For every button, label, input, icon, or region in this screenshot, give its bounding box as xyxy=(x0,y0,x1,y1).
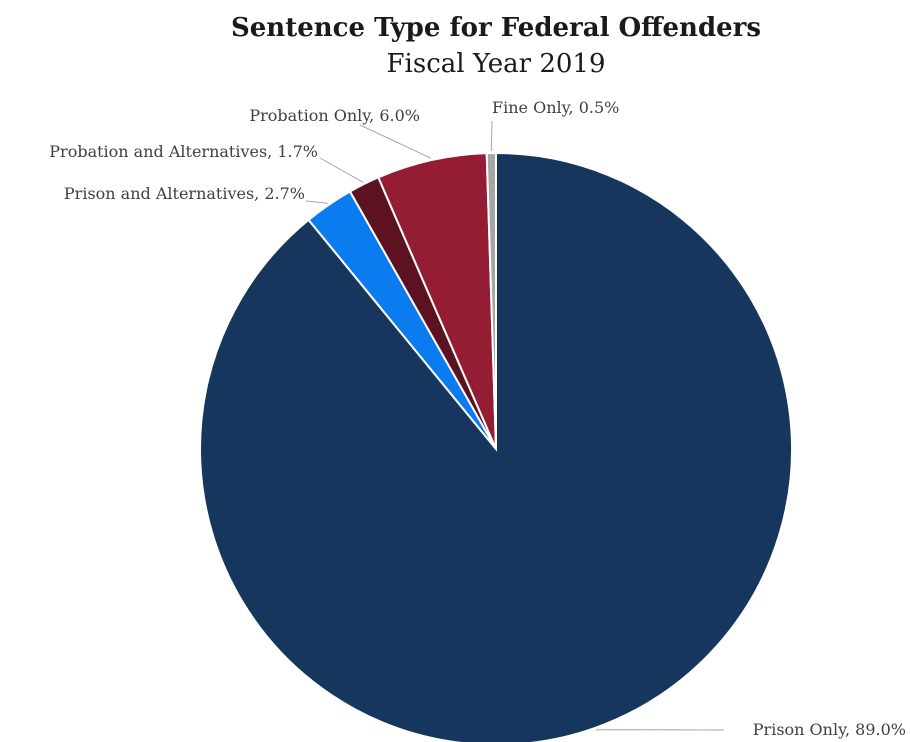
chart-title: Sentence Type for Federal Offenders xyxy=(231,13,761,43)
leader-lines xyxy=(305,120,725,731)
leader-line-probation-and-alternatives xyxy=(319,157,364,183)
chart-subtitle: Fiscal Year 2019 xyxy=(387,49,606,79)
slice-label-fine-only: Fine Only, 0.5% xyxy=(492,98,619,117)
slice-label-prison-and-alternatives: Prison and Alternatives, 2.7% xyxy=(64,184,305,203)
leader-line-prison-and-alternatives xyxy=(305,200,328,204)
leader-line-probation-only xyxy=(359,124,432,159)
pie-slice-prison-only xyxy=(199,151,793,742)
pie-slices xyxy=(199,151,793,742)
slice-label-probation-only: Probation Only, 6.0% xyxy=(249,106,420,125)
slice-labels: Prison Only, 89.0% Prison and Alternative… xyxy=(49,98,906,739)
pie-slice-fine-only xyxy=(485,151,497,450)
slice-label-probation-and-alternatives: Probation and Alternatives, 1.7% xyxy=(49,142,318,161)
slice-label-prison-only: Prison Only, 89.0% xyxy=(753,720,906,739)
leader-line-fine-only xyxy=(490,120,493,152)
